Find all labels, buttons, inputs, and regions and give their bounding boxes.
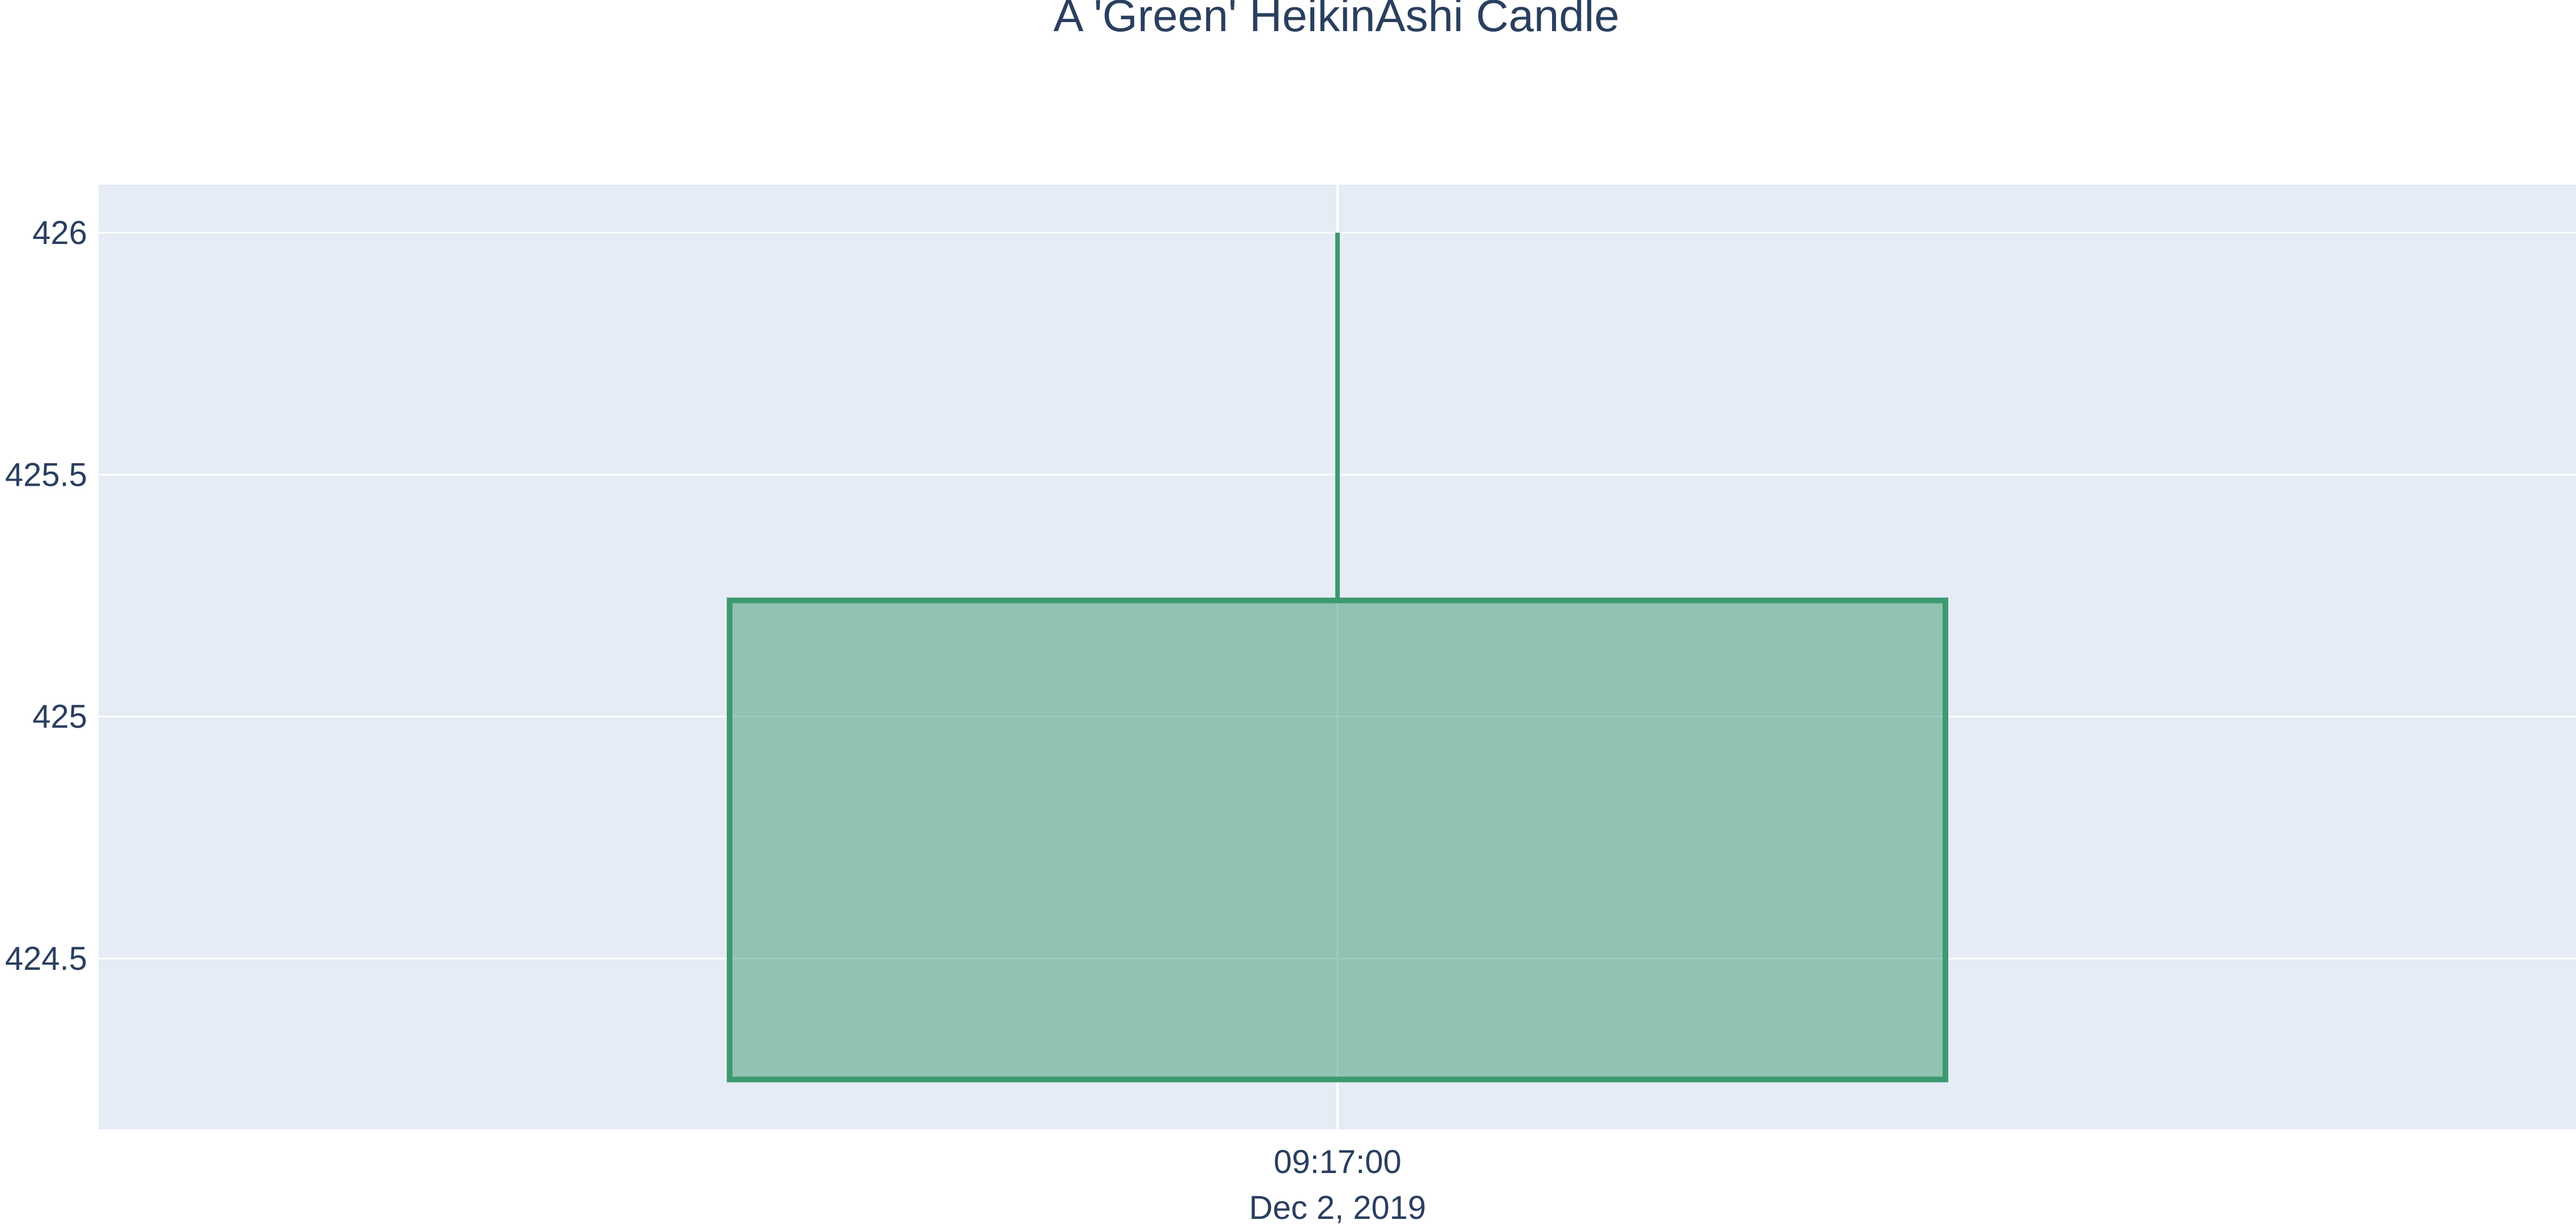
x-tick-label-date: Dec 2, 2019 [1249, 1189, 1426, 1224]
y-tick-label: 425.5 [5, 456, 87, 493]
candles [727, 233, 1948, 1082]
chart-title: A 'Green' HeikinAshi Candle [1053, 0, 1619, 41]
y-tick-label: 426 [32, 215, 87, 251]
y-tick-label: 425 [32, 699, 87, 735]
x-tick-label-time: 09:17:00 [1274, 1144, 1401, 1180]
x-axis-ticks: 09:17:00 Dec 2, 2019 [1249, 1144, 1426, 1224]
y-axis-ticks: 424.5 425 425.5 426 [5, 215, 87, 977]
candle-body [727, 597, 1948, 1082]
y-tick-label: 424.5 [5, 940, 87, 977]
